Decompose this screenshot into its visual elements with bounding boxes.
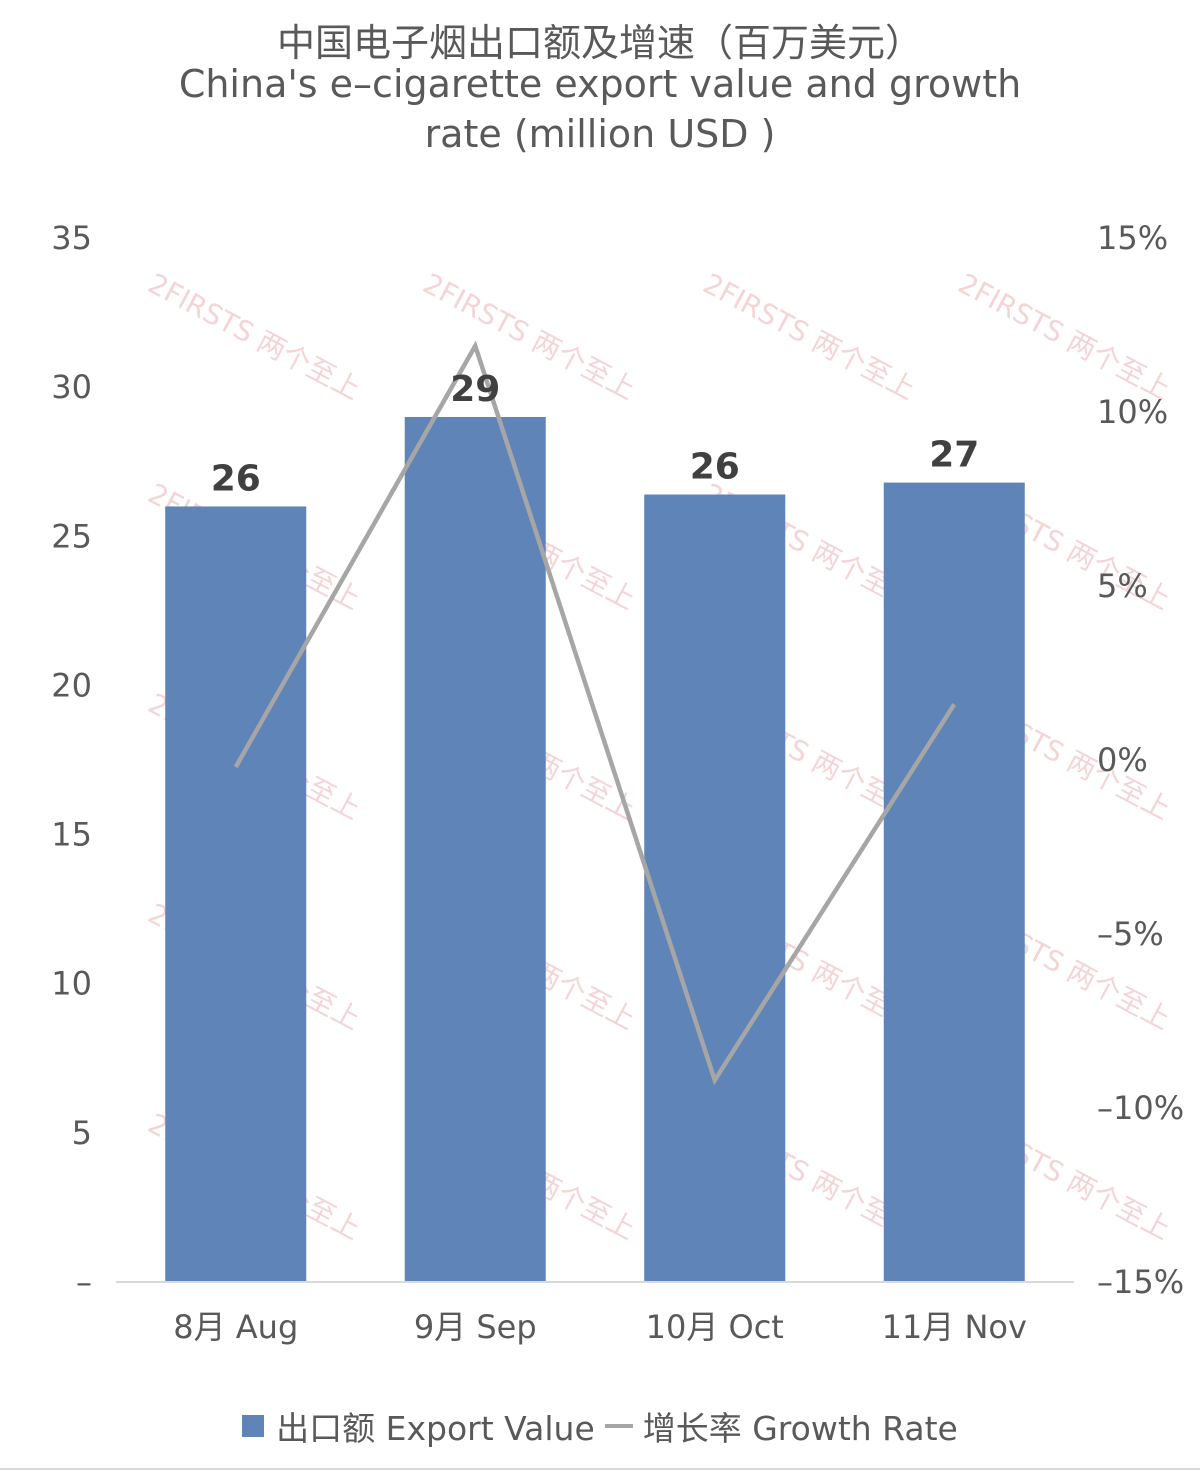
bar-3	[644, 494, 786, 1282]
x-tick-label: 11月 Nov	[882, 1308, 1027, 1346]
legend-bar-swatch	[242, 1415, 265, 1437]
bar-data-label: 29	[450, 369, 500, 410]
x-axis-ticks: 8月 Aug 9月 Sep 10月 Oct 11月 Nov	[173, 1308, 1027, 1346]
bar-4	[883, 482, 1025, 1282]
left-tick-label: –	[76, 1263, 92, 1301]
legend-line-swatch	[604, 1424, 633, 1428]
watermark-text: 2FIRSTS 两个至上	[953, 267, 1176, 407]
right-tick-label: 0%	[1097, 741, 1148, 779]
legend-item-growth-rate: 增长率 Growth Rate	[595, 1402, 958, 1450]
chart-title-en-line2: rate (million USD )	[424, 112, 776, 156]
right-tick-label: 5%	[1097, 567, 1148, 605]
left-tick-label: 30	[51, 368, 92, 406]
legend-export-value-label: 出口额 Export Value	[276, 1409, 595, 1448]
right-tick-label: –5%	[1097, 915, 1164, 953]
legend: 出口额 Export Value 增长率 Growth Rate	[0, 1402, 1200, 1450]
left-tick-label: 15	[51, 816, 92, 854]
left-tick-label: 5	[72, 1114, 92, 1152]
left-axis-ticks: – 5 10 15 20 25 30 35	[51, 219, 92, 1301]
bar-data-label: 27	[929, 435, 979, 476]
bottom-rule	[0, 1468, 1200, 1470]
right-axis-ticks: –15% –10% –5% 0% 5% 10% 15%	[1097, 219, 1184, 1301]
right-tick-label: 10%	[1097, 393, 1168, 431]
plot-area: 2FIRSTS 两个至上 2FIRSTS 两个至上 2FIRSTS 两个至上 2FIR…	[51, 219, 1184, 1346]
chart-title-en-line1: China's e–cigarette export value and gro…	[178, 62, 1022, 106]
x-tick-label: 8月 Aug	[173, 1308, 298, 1346]
bar-data-label: 26	[690, 447, 740, 488]
left-tick-label: 10	[51, 965, 92, 1003]
left-tick-label: 20	[51, 666, 92, 704]
watermark-text: 2FIRSTS 两个至上	[143, 267, 366, 407]
bar-series	[165, 416, 1025, 1282]
right-tick-label: –10%	[1097, 1089, 1184, 1127]
legend-item-export-value: 出口额 Export Value	[242, 1402, 595, 1450]
legend-growth-rate-label: 增长率 Growth Rate	[642, 1409, 958, 1448]
line-series	[233, 340, 957, 1086]
data-labels: 26 29 26 27	[211, 369, 980, 499]
x-tick-label: 10月 Oct	[646, 1308, 784, 1346]
left-tick-label: 25	[51, 517, 92, 555]
bar-2	[404, 416, 546, 1282]
right-tick-label: 15%	[1097, 219, 1168, 257]
chart-title-zh: 中国电子烟出口额及增速（百万美元）	[276, 21, 923, 65]
left-tick-label: 35	[51, 219, 92, 257]
growth-rate-line	[233, 340, 957, 1086]
bar-data-label: 26	[211, 458, 261, 499]
x-tick-label: 9月 Sep	[414, 1308, 537, 1346]
bar-1	[165, 506, 307, 1282]
watermark-text: 2FIRSTS 两个至上	[698, 267, 921, 407]
right-tick-label: –15%	[1097, 1263, 1184, 1301]
